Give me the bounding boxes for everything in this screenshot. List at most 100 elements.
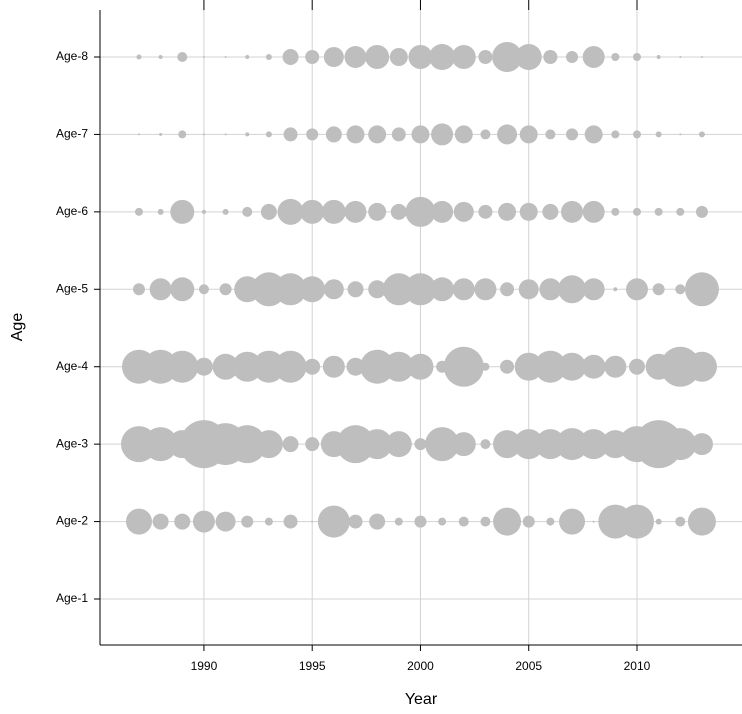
bubble: [346, 125, 365, 144]
bubble: [254, 430, 283, 459]
bubble: [368, 125, 387, 144]
bubble: [492, 42, 523, 72]
x-tick-label: 1990: [191, 659, 218, 673]
bubble: [534, 350, 567, 383]
bubble: [323, 47, 344, 67]
bubble: [212, 353, 239, 380]
bubble: [311, 520, 314, 523]
bubble: [558, 352, 587, 381]
bubble: [451, 45, 476, 69]
bubble: [224, 56, 227, 58]
bubble: [282, 49, 299, 65]
y-tick-label: Age-2: [56, 514, 88, 528]
bubble: [394, 517, 403, 526]
bubble: [431, 200, 454, 223]
bubble: [581, 354, 606, 379]
bubble: [676, 207, 685, 216]
bubble: [408, 45, 433, 69]
bubble: [317, 505, 350, 538]
bubble: [346, 357, 365, 376]
bubble: [325, 126, 342, 143]
bubble: [542, 203, 559, 220]
bubble: [322, 355, 345, 378]
bubble: [687, 507, 716, 536]
bubble: [177, 52, 188, 62]
bubble: [582, 200, 605, 223]
bubble: [632, 53, 641, 61]
bubble: [390, 203, 407, 220]
bubble: [518, 279, 539, 300]
bubble: [582, 46, 605, 68]
bubble: [347, 281, 364, 298]
bubble: [655, 518, 662, 525]
bubble: [430, 277, 455, 302]
bubble: [451, 432, 476, 457]
bubble: [500, 282, 515, 297]
bubble: [431, 123, 454, 146]
y-axis-title: Age: [9, 313, 26, 342]
bubble: [344, 200, 367, 223]
bubble: [305, 437, 320, 452]
bubble: [611, 130, 620, 139]
bubble: [690, 433, 713, 456]
bubble: [684, 272, 719, 307]
bubble: [411, 125, 430, 144]
bubble: [480, 439, 491, 450]
bubble: [224, 133, 227, 136]
bubble: [632, 130, 641, 139]
bubble: [700, 56, 703, 58]
bubble: [170, 277, 195, 302]
bubble: [360, 349, 395, 384]
bubble: [306, 128, 319, 141]
bubble: [136, 54, 142, 60]
bubble: [228, 425, 267, 464]
bubble: [652, 283, 665, 296]
bubble: [452, 278, 475, 301]
bubble: [132, 283, 145, 296]
bubble: [514, 352, 543, 381]
bubble: [125, 508, 152, 535]
x-tick-label: 2010: [624, 659, 651, 673]
bubble: [368, 280, 387, 299]
bubble: [546, 517, 555, 526]
bubble: [300, 199, 325, 224]
bubble: [592, 520, 595, 523]
bubble: [219, 283, 232, 296]
x-tick-label: 2005: [515, 659, 542, 673]
bubble: [389, 48, 408, 66]
bubble: [414, 515, 427, 528]
bubble: [202, 133, 205, 136]
bubble: [556, 428, 589, 461]
bubble: [493, 507, 522, 536]
bubble: [283, 127, 298, 142]
bubble: [166, 350, 199, 383]
bubble: [245, 55, 250, 59]
bubble: [500, 359, 515, 374]
y-tick-label: Age-1: [56, 591, 88, 605]
bubble: [480, 516, 491, 527]
bubble: [201, 209, 206, 214]
bubble: [474, 278, 497, 301]
bubble: [498, 202, 517, 221]
bubble: [348, 514, 363, 529]
bubble: [134, 207, 143, 216]
bubble: [481, 362, 490, 371]
bubble: [192, 510, 215, 533]
bubble: [362, 429, 393, 460]
bubble: [493, 430, 522, 459]
y-tick-label: Age-6: [56, 204, 88, 218]
bubble: [344, 46, 367, 68]
bubble: [321, 199, 346, 224]
bubble: [454, 125, 473, 144]
bubble: [245, 132, 250, 137]
bubble: [656, 55, 661, 59]
bubble: [407, 353, 434, 380]
bubble: [654, 207, 663, 216]
bubble: [664, 428, 697, 461]
bubble: [480, 129, 491, 140]
bubble: [222, 208, 229, 215]
bubble: [429, 44, 456, 70]
x-axis-title: Year: [405, 691, 438, 708]
bubble: [566, 51, 579, 63]
